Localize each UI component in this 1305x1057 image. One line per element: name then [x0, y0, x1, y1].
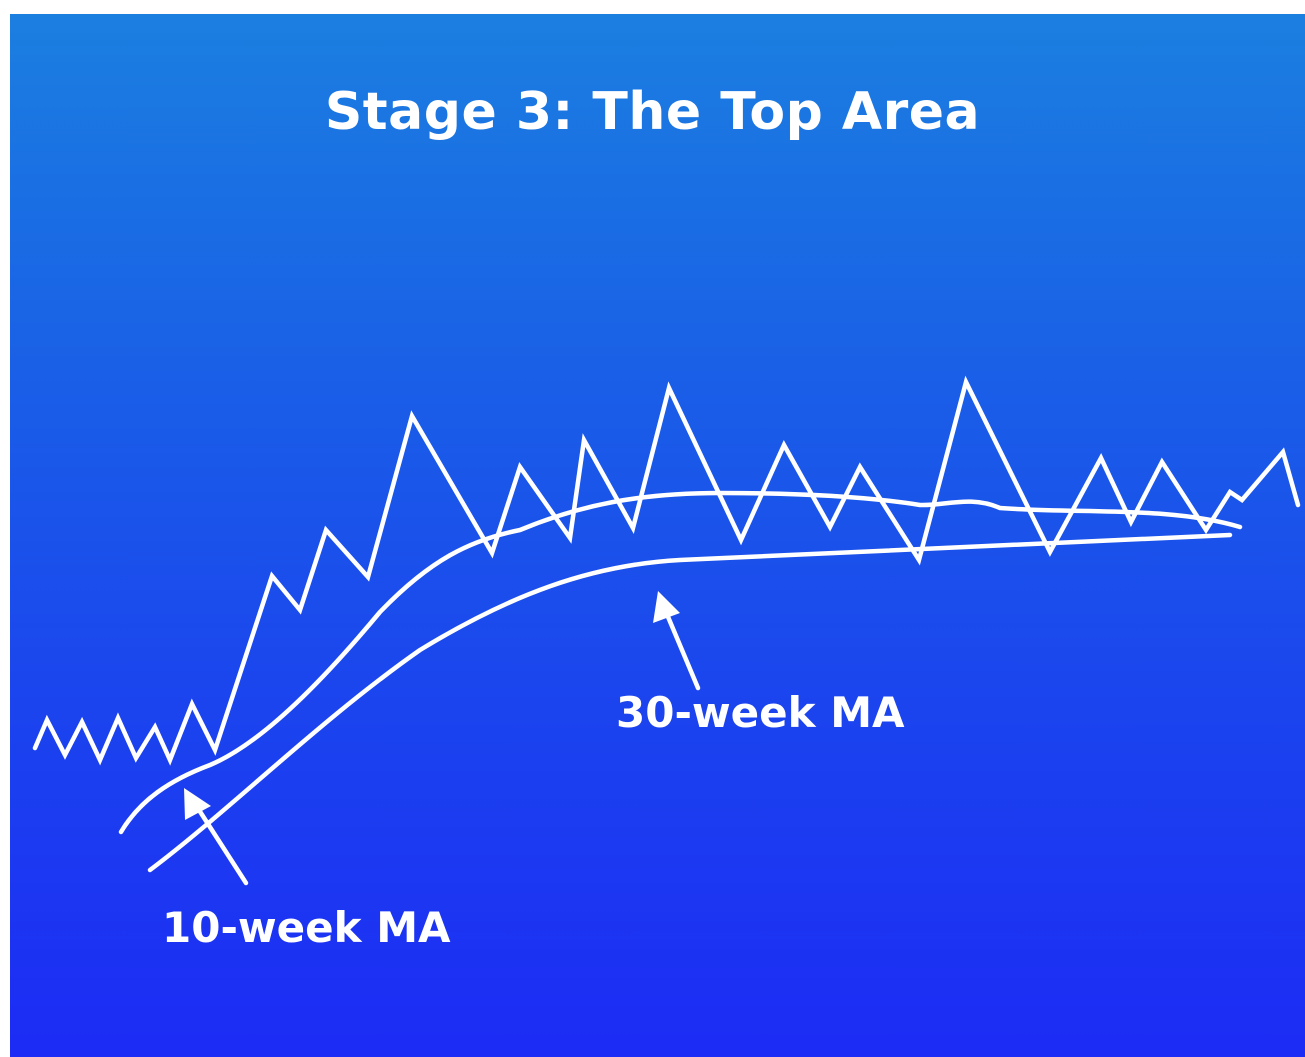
ma30-label: 30-week MA	[616, 688, 905, 737]
ma10-arrow-shaft	[196, 807, 249, 886]
ma10-line	[118, 490, 1243, 835]
diagram-title: Stage 3: The Top Area	[324, 82, 981, 142]
ma30-line	[147, 532, 1233, 873]
ma10-arrowhead	[184, 788, 211, 820]
diagram-background	[10, 14, 1305, 1057]
ma30-arrowhead	[653, 591, 680, 623]
price-line	[32, 375, 1301, 766]
ma10-label: 10-week MA	[162, 903, 451, 952]
ma30-arrow-shaft	[663, 609, 701, 691]
